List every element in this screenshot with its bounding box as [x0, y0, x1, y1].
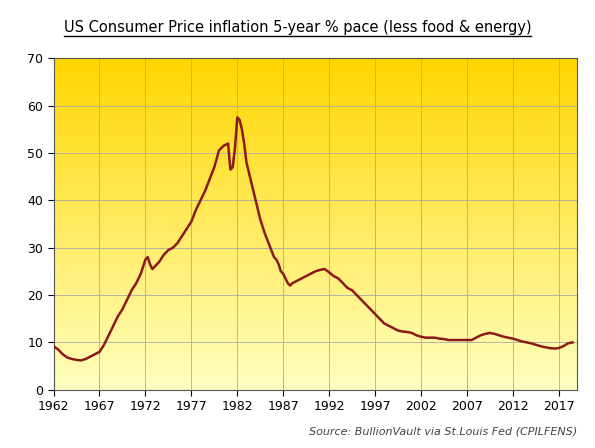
Text: Source: BullionVault via St.Louis Fed (CPILFENS): Source: BullionVault via St.Louis Fed (C…	[309, 426, 577, 436]
Text: US Consumer Price inflation 5-year % pace (less food & energy): US Consumer Price inflation 5-year % pac…	[64, 20, 531, 35]
